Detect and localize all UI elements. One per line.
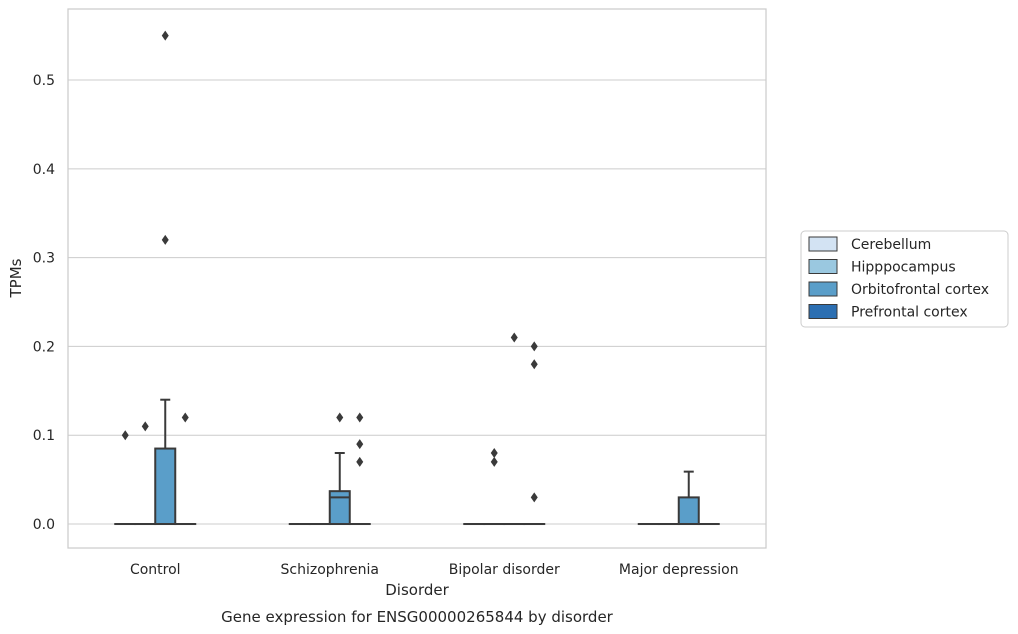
y-tick-label: 0.3 xyxy=(33,251,55,267)
x-axis-label: Disorder xyxy=(385,581,449,599)
outlier-point xyxy=(181,412,189,423)
y-tick-label: 0.5 xyxy=(33,73,55,89)
box-group xyxy=(677,470,700,526)
legend-swatch xyxy=(808,236,838,252)
legend-swatch xyxy=(808,259,838,274)
y-tick-label: 0.4 xyxy=(33,162,55,178)
chart-caption: Gene expression for ENSG00000265844 by d… xyxy=(221,608,614,626)
outlier-point xyxy=(161,234,169,245)
outlier-point xyxy=(530,492,538,503)
outlier-point xyxy=(161,30,169,41)
legend-label: Hipppocampus xyxy=(851,260,956,276)
x-tick-label: Schizophrenia xyxy=(281,562,379,578)
box-group xyxy=(348,412,371,526)
box-group xyxy=(154,30,177,526)
box-plot-layer xyxy=(114,30,720,526)
box-group xyxy=(503,332,526,526)
x-tick-labels: Control Schizophrenia Bipolar disorder Majo… xyxy=(130,562,739,578)
legend-swatch xyxy=(808,281,838,297)
plot-frame xyxy=(67,8,767,549)
outlier-point xyxy=(336,412,344,423)
outlier-point xyxy=(530,341,538,352)
x-tick-label: Bipolar disorder xyxy=(449,562,560,578)
box xyxy=(328,490,351,526)
box-group xyxy=(174,412,197,526)
outlier-point xyxy=(141,421,149,432)
outlier-point xyxy=(121,430,129,441)
outlier-point xyxy=(490,456,498,467)
box-group xyxy=(114,430,137,526)
y-tick-labels: 0.0 0.1 0.2 0.3 0.4 0.5 xyxy=(33,73,55,533)
y-tick-label: 0.0 xyxy=(33,517,55,533)
legend-label: Prefrontal cortex xyxy=(851,305,968,321)
box xyxy=(677,496,700,526)
outlier-point xyxy=(356,439,364,450)
outlier-point xyxy=(356,412,364,423)
y-tick-label: 0.1 xyxy=(33,428,55,444)
legend-label: Orbitofrontal cortex xyxy=(851,282,989,298)
y-tick-label: 0.2 xyxy=(33,339,55,355)
outlier-point xyxy=(530,359,538,370)
legend: Cerebellum Hipppocampus Orbitofrontal cort… xyxy=(800,230,1009,328)
box-group xyxy=(328,412,351,526)
x-tick-label: Control xyxy=(130,562,181,578)
legend-label: Cerebellum xyxy=(851,237,931,253)
legend-frame xyxy=(800,230,1009,328)
x-tick-label: Major depression xyxy=(619,562,739,578)
y-axis-label: TPMs xyxy=(7,258,25,298)
legend-swatch xyxy=(808,304,838,319)
box-group xyxy=(483,447,506,526)
box-group xyxy=(523,341,546,526)
box xyxy=(154,447,177,526)
outlier-point xyxy=(490,447,498,458)
box-group xyxy=(134,421,157,526)
outlier-point xyxy=(510,332,518,343)
outlier-point xyxy=(356,456,364,467)
